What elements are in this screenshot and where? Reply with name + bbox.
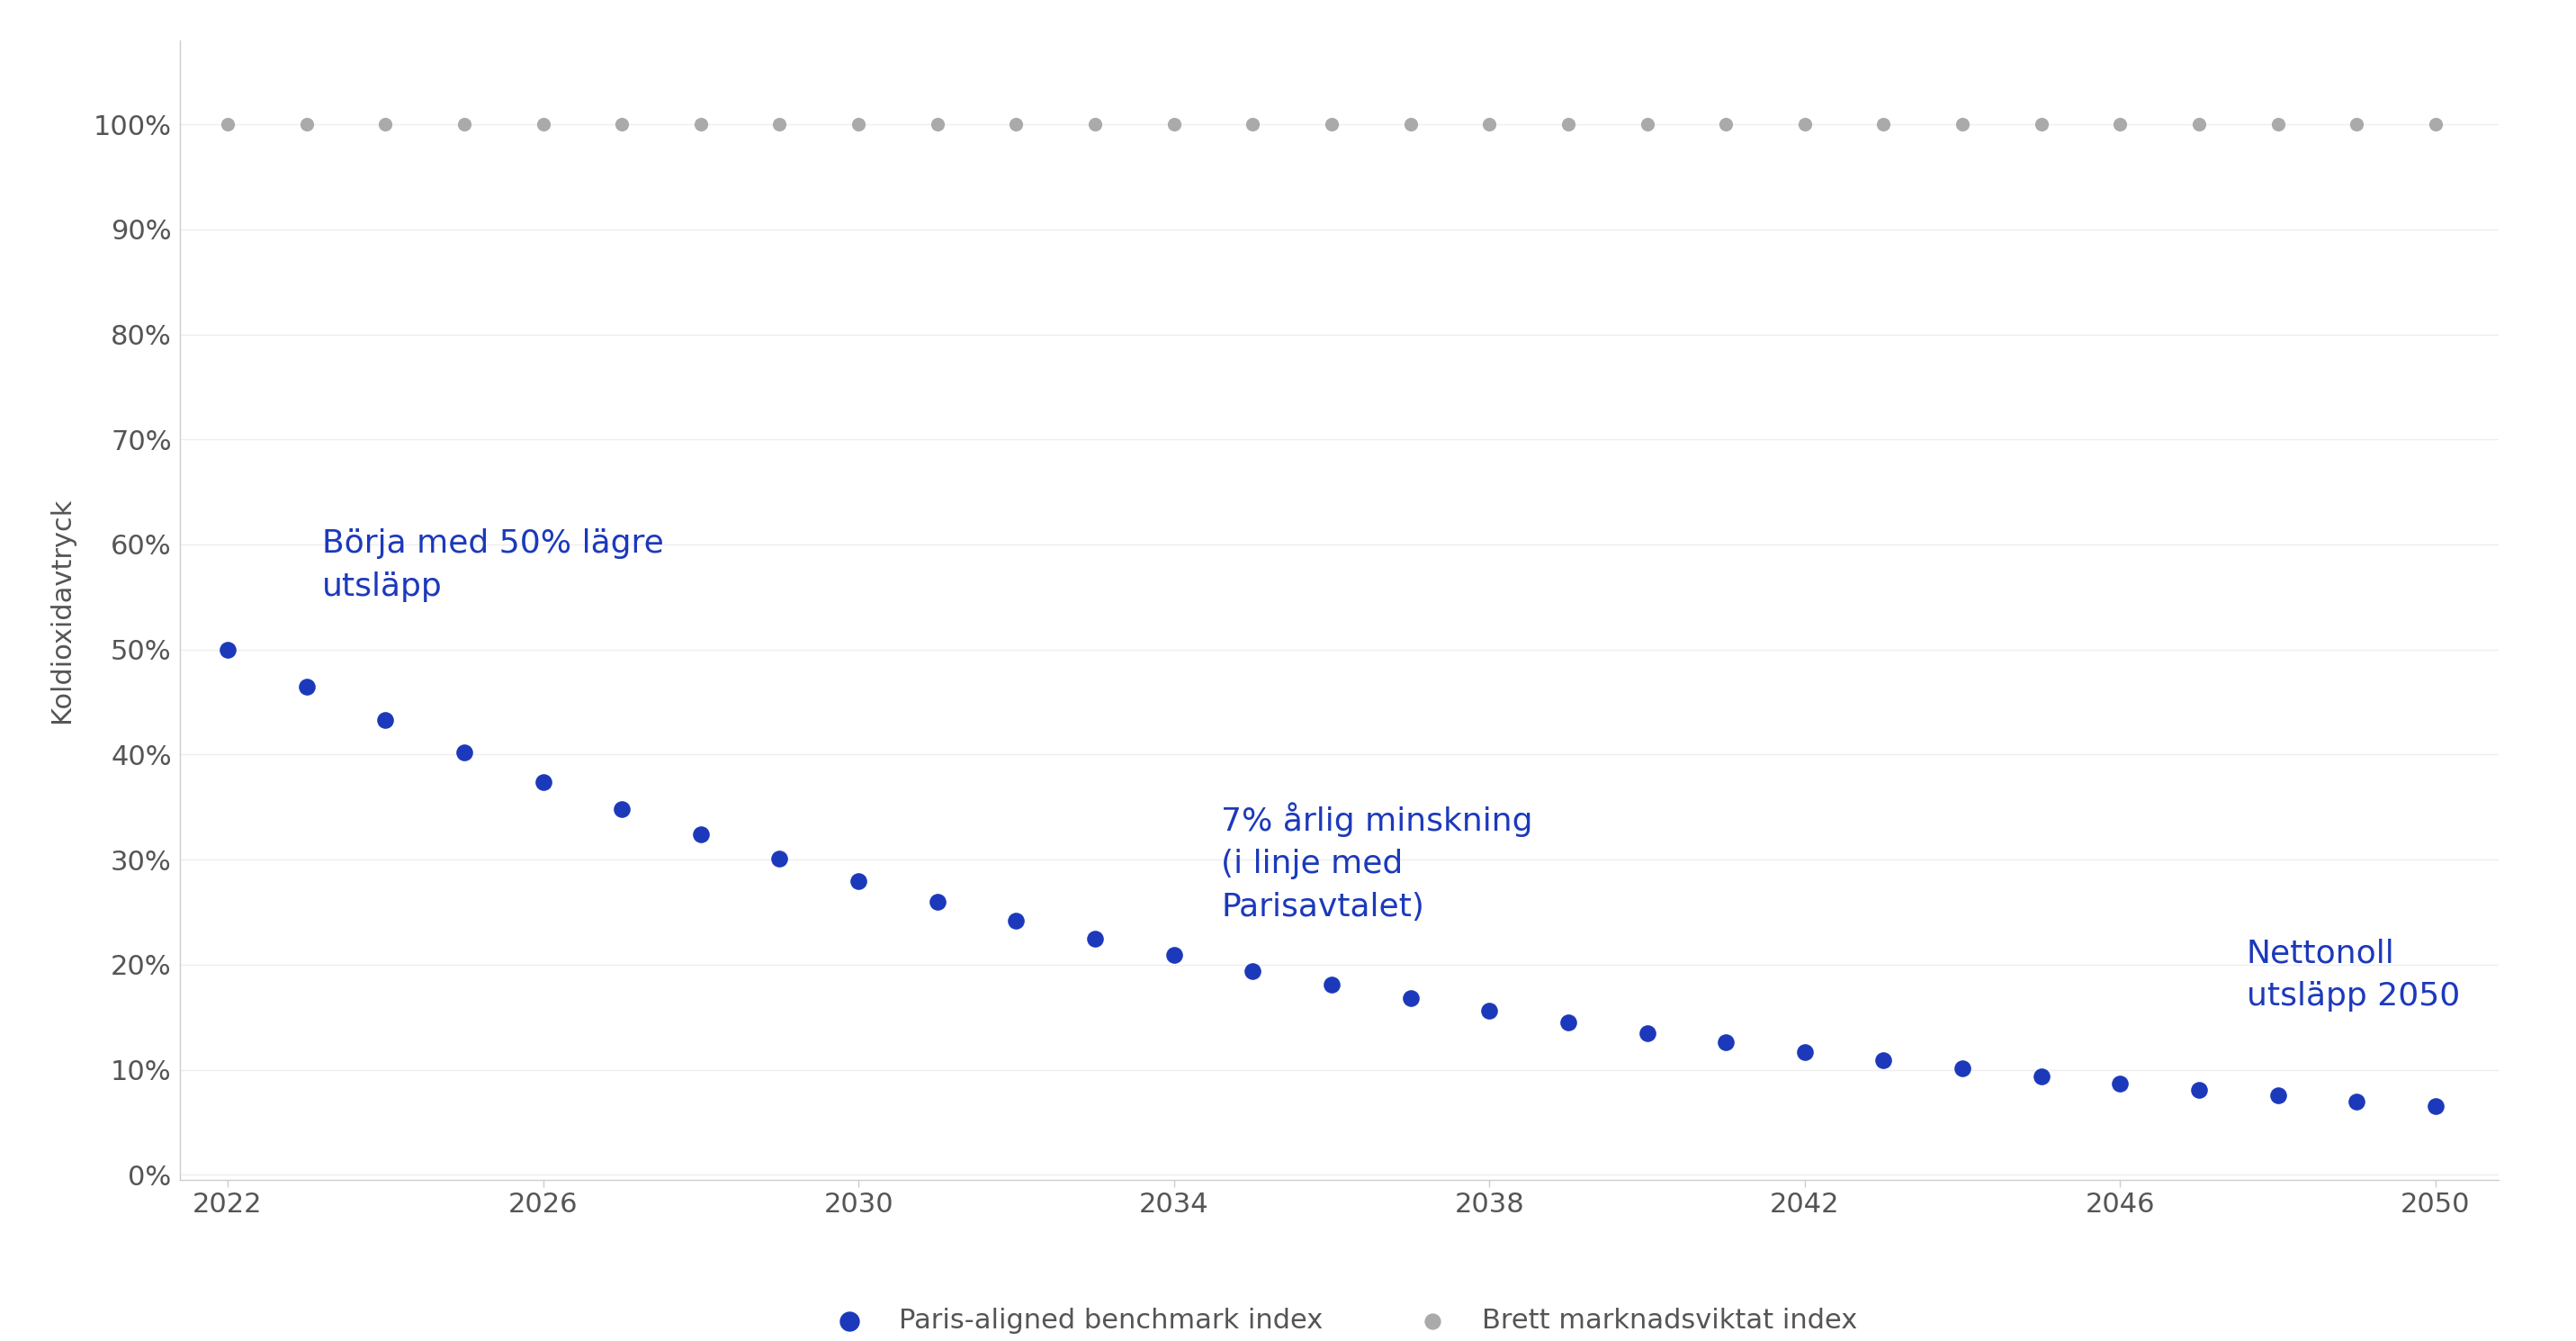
Brett marknadsviktat index xyxy=(1705,114,1747,135)
Brett marknadsviktat index xyxy=(1862,114,1904,135)
Paris-aligned benchmark index xyxy=(1311,974,1352,995)
Paris-aligned benchmark index xyxy=(1468,1000,1510,1022)
Paris-aligned benchmark index xyxy=(1625,1022,1667,1043)
Brett marknadsviktat index xyxy=(2416,114,2458,135)
Paris-aligned benchmark index xyxy=(1154,944,1195,966)
Brett marknadsviktat index xyxy=(443,114,484,135)
Brett marknadsviktat index xyxy=(1311,114,1352,135)
Paris-aligned benchmark index xyxy=(1785,1041,1826,1062)
Brett marknadsviktat index xyxy=(206,114,247,135)
Brett marknadsviktat index xyxy=(680,114,721,135)
Brett marknadsviktat index xyxy=(994,114,1036,135)
Brett marknadsviktat index xyxy=(760,114,801,135)
Text: 7% årlig minskning
(i linje med
Parisavtalet): 7% årlig minskning (i linje med Parisavt… xyxy=(1221,802,1533,923)
Paris-aligned benchmark index xyxy=(2336,1090,2378,1112)
Paris-aligned benchmark index xyxy=(1231,960,1273,982)
Brett marknadsviktat index xyxy=(286,114,327,135)
Brett marknadsviktat index xyxy=(523,114,564,135)
Brett marknadsviktat index xyxy=(1391,114,1432,135)
Brett marknadsviktat index xyxy=(2099,114,2141,135)
Brett marknadsviktat index xyxy=(2179,114,2221,135)
Paris-aligned benchmark index xyxy=(600,798,641,819)
Paris-aligned benchmark index xyxy=(2257,1085,2298,1106)
Paris-aligned benchmark index xyxy=(1548,1011,1589,1033)
Brett marknadsviktat index xyxy=(2336,114,2378,135)
Paris-aligned benchmark index xyxy=(1074,928,1115,949)
Brett marknadsviktat index xyxy=(2020,114,2061,135)
Paris-aligned benchmark index xyxy=(2099,1073,2141,1094)
Paris-aligned benchmark index xyxy=(1862,1050,1904,1071)
Brett marknadsviktat index xyxy=(600,114,641,135)
Brett marknadsviktat index xyxy=(1154,114,1195,135)
Text: Börja med 50% lägre
utsläpp: Börja med 50% lägre utsläpp xyxy=(322,528,665,602)
Brett marknadsviktat index xyxy=(1785,114,1826,135)
Brett marknadsviktat index xyxy=(1468,114,1510,135)
Paris-aligned benchmark index xyxy=(2020,1065,2061,1086)
Brett marknadsviktat index xyxy=(2257,114,2298,135)
Brett marknadsviktat index xyxy=(1231,114,1273,135)
Paris-aligned benchmark index xyxy=(443,742,484,763)
Paris-aligned benchmark index xyxy=(994,909,1036,931)
Paris-aligned benchmark index xyxy=(837,870,878,892)
Paris-aligned benchmark index xyxy=(760,848,801,869)
Paris-aligned benchmark index xyxy=(680,823,721,845)
Legend: Paris-aligned benchmark index, Brett marknadsviktat index: Paris-aligned benchmark index, Brett mar… xyxy=(811,1297,1868,1341)
Brett marknadsviktat index xyxy=(1625,114,1667,135)
Paris-aligned benchmark index xyxy=(1391,987,1432,1008)
Brett marknadsviktat index xyxy=(1548,114,1589,135)
Paris-aligned benchmark index xyxy=(1942,1058,1984,1080)
Paris-aligned benchmark index xyxy=(917,890,958,912)
Brett marknadsviktat index xyxy=(837,114,878,135)
Brett marknadsviktat index xyxy=(1942,114,1984,135)
Y-axis label: Koldioxidavtryck: Koldioxidavtryck xyxy=(49,498,75,723)
Paris-aligned benchmark index xyxy=(206,638,247,660)
Paris-aligned benchmark index xyxy=(2416,1096,2458,1117)
Brett marknadsviktat index xyxy=(366,114,407,135)
Paris-aligned benchmark index xyxy=(1705,1031,1747,1053)
Brett marknadsviktat index xyxy=(917,114,958,135)
Paris-aligned benchmark index xyxy=(366,709,407,731)
Brett marknadsviktat index xyxy=(1074,114,1115,135)
Text: Nettonoll
utsläpp 2050: Nettonoll utsläpp 2050 xyxy=(2246,939,2460,1012)
Paris-aligned benchmark index xyxy=(523,771,564,793)
Paris-aligned benchmark index xyxy=(286,676,327,697)
Paris-aligned benchmark index xyxy=(2179,1080,2221,1101)
